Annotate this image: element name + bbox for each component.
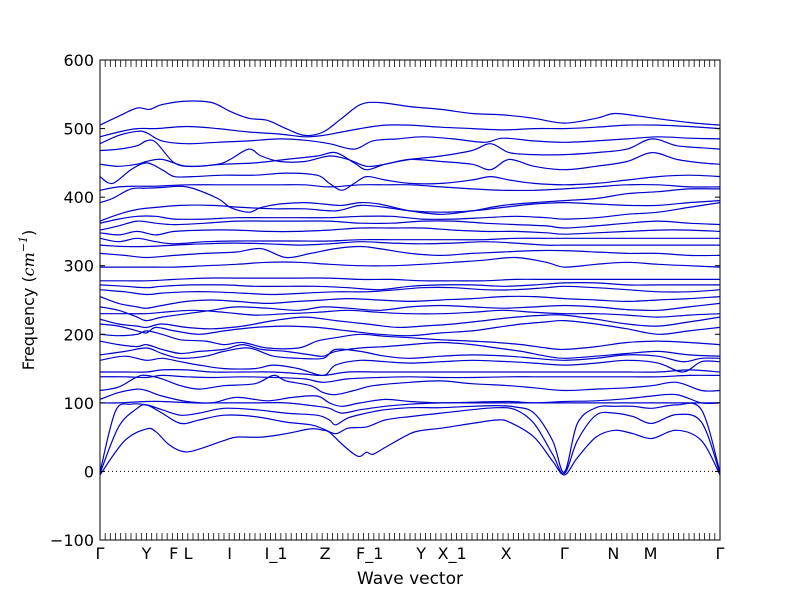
- x-tick-label: Z: [320, 544, 331, 563]
- series-layer: [100, 100, 720, 476]
- phonon-branch-9: [100, 355, 720, 377]
- phonon-branch-8: [100, 369, 720, 377]
- y-axis-title-unit: cm: [19, 252, 38, 276]
- y-tick-label: −100: [50, 531, 94, 550]
- y-tick-label: 300: [63, 257, 94, 276]
- phonon-branch-35: [100, 124, 720, 138]
- phonon-branch-23: [100, 241, 720, 248]
- x-tick-label: M: [644, 544, 658, 563]
- phonon-branch-20: [100, 277, 720, 282]
- x-tick-label: Γ: [560, 544, 569, 563]
- x-tick-label: Y: [415, 544, 426, 563]
- y-axis-title-suffix: ): [19, 230, 38, 236]
- y-axis-title-prefix: Frequency (: [19, 276, 38, 370]
- x-tick-label: X: [501, 544, 512, 563]
- phonon-branch-26: [100, 220, 720, 231]
- phonon-branch-13: [100, 319, 720, 337]
- x-tick-label: Γ: [716, 544, 725, 563]
- x-tick-label: I: [227, 544, 232, 563]
- phonon-branch-28: [100, 200, 720, 222]
- phonon-branch-21: [100, 256, 720, 268]
- y-tick-label: 0: [84, 462, 94, 481]
- phonon-branch-5: [100, 388, 720, 407]
- phonon-branch-33: [100, 138, 720, 171]
- y-tick-label: 100: [63, 394, 94, 413]
- x-tick-label: L: [184, 544, 193, 563]
- x-tick-label: I_1: [265, 544, 288, 564]
- phonon-branch-29: [100, 185, 720, 215]
- phonon-branch-16: [100, 302, 720, 322]
- y-axis: −100 0 100 200 300 400 500 600: [50, 51, 720, 550]
- x-tick-label: N: [607, 544, 619, 563]
- y-tick-label: 200: [63, 325, 94, 344]
- phonon-branch-24: [100, 237, 720, 245]
- phonon-branch-36: [100, 100, 720, 137]
- phonon-branch-14: [100, 314, 720, 330]
- x-tick-label: Y: [141, 544, 152, 563]
- phonon-branch-30: [100, 183, 720, 192]
- phonon-branch-19: [100, 282, 720, 291]
- plot-area: [99, 59, 721, 541]
- phonon-branch-18: [100, 285, 720, 296]
- phonon-branch-17: [100, 295, 720, 309]
- phonon-branch-6: [100, 374, 720, 396]
- y-tick-label: 600: [63, 51, 94, 70]
- y-tick-label: 400: [63, 188, 94, 207]
- phonon-branch-1: [100, 419, 720, 476]
- phonon-branch-31: [100, 162, 720, 191]
- x-axis-title: Wave vector: [357, 569, 463, 589]
- phonon-branch-22: [100, 245, 720, 259]
- y-axis-title-exponent: −1: [17, 236, 30, 252]
- x-tick-label: X_1: [438, 544, 467, 564]
- x-axis: Γ Y F L I I_1 Z F_1 Y X_1 X Γ N M Γ: [96, 60, 725, 564]
- phonon-branch-2: [100, 403, 720, 475]
- phonon-branch-34: [100, 130, 720, 150]
- phonon-branch-15: [100, 309, 720, 318]
- y-tick-label: 500: [63, 120, 94, 139]
- phonon-branch-4: [100, 400, 720, 414]
- x-tick-label: Γ: [96, 544, 105, 563]
- phonon-branch-12: [100, 330, 720, 351]
- phonon-branch-10: [100, 347, 720, 363]
- x-tick-label: F: [169, 544, 178, 563]
- phonon-branch-3: [100, 402, 720, 473]
- phonon-branch-7: [100, 374, 720, 383]
- phonon-branch-25: [100, 227, 720, 236]
- phonon-branch-11: [100, 340, 720, 359]
- y-axis-title: Frequency (cm−1): [17, 230, 38, 371]
- phonon-branch-27: [100, 202, 720, 224]
- x-tick-label: F_1: [356, 544, 383, 564]
